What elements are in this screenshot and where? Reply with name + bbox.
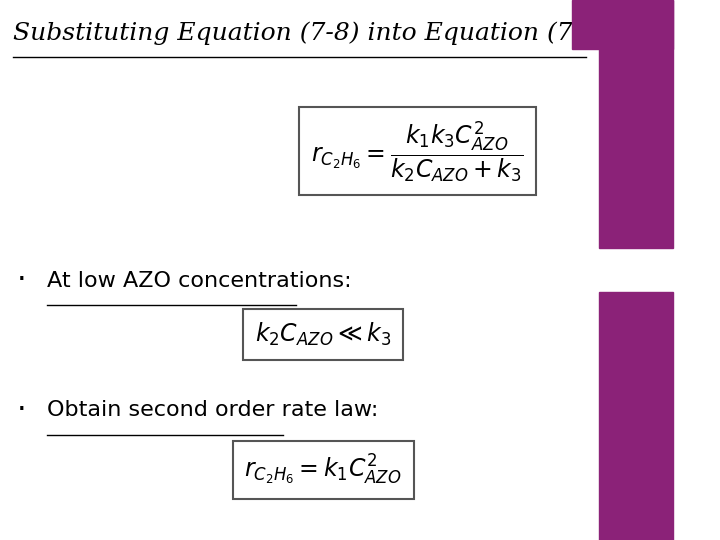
- Text: Obtain second order rate law:: Obtain second order rate law:: [47, 400, 379, 421]
- Text: $k_2 C_{AZO} \ll k_3$: $k_2 C_{AZO} \ll k_3$: [255, 321, 392, 348]
- Text: ·: ·: [17, 396, 27, 425]
- Bar: [599, 292, 673, 540]
- Bar: [572, 0, 673, 49]
- Text: Substituting Equation (7-8) into Equation (7-6): Substituting Equation (7-8) into Equatio…: [14, 22, 607, 45]
- Text: ·: ·: [17, 266, 27, 295]
- Bar: [599, 0, 673, 248]
- Text: $r_{C_2H_6} = \dfrac{k_1 k_3 C_{AZO}^2}{k_2 C_{AZO} + k_3}$: $r_{C_2H_6} = \dfrac{k_1 k_3 C_{AZO}^2}{…: [311, 119, 523, 184]
- Text: At low AZO concentrations:: At low AZO concentrations:: [47, 271, 352, 291]
- Text: $r_{C_2H_6} = k_1 C_{AZO}^2$: $r_{C_2H_6} = k_1 C_{AZO}^2$: [244, 453, 402, 487]
